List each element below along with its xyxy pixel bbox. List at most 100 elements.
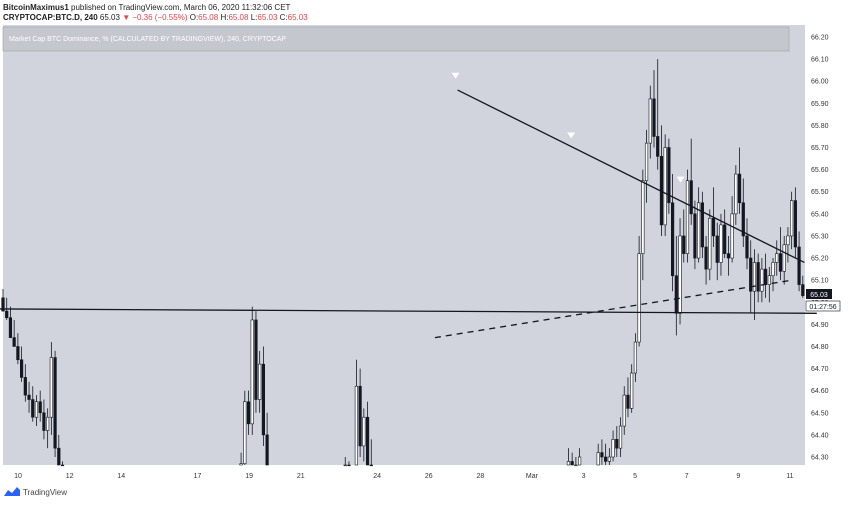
horizontal-support-line[interactable]: [0, 308, 817, 314]
time-tick-label: Mar: [526, 473, 539, 480]
candle: [797, 231, 801, 292]
price-tick-label: 64.40: [811, 432, 829, 439]
candle: [611, 430, 615, 462]
time-tick-label: 11: [786, 473, 793, 480]
rising-support-dashed-line[interactable]: [434, 279, 793, 339]
close-value: 65.03: [287, 13, 308, 22]
candle: [600, 439, 604, 465]
chart-title: Market Cap BTC Dominance, % (CALCULATED …: [9, 36, 286, 43]
candle: [790, 191, 794, 250]
candle: [648, 85, 652, 159]
countdown-tag: 01:27:56: [805, 300, 841, 312]
candle: [31, 386, 35, 422]
candle: [801, 275, 805, 298]
price-tick-label: 65.70: [811, 145, 829, 152]
price-tick-label: 66.10: [811, 57, 829, 64]
candle: [693, 200, 697, 270]
top-marker: [451, 72, 460, 79]
candle: [700, 191, 704, 259]
candle: [618, 417, 623, 457]
candle: [730, 196, 734, 263]
price-tick-label: 66.00: [811, 79, 829, 86]
publish-info: BitcoinMaximus1 published on TradingView…: [3, 3, 290, 12]
candle: [365, 401, 370, 466]
time-tick-label: 26: [425, 473, 433, 480]
time-tick-label: 21: [297, 473, 305, 480]
symbol-info: CRYPTOCAP:BTC.D, 240 65.03 ▼ −0.36 (−0.5…: [3, 13, 308, 22]
time-tick-label: 24: [373, 473, 381, 480]
candle: [53, 350, 57, 457]
candle: [737, 147, 742, 214]
candle: [362, 408, 366, 462]
open-label: O:: [189, 13, 199, 22]
candle: [775, 240, 779, 276]
candle: [726, 235, 730, 276]
candle: [577, 448, 582, 466]
candle: [656, 59, 660, 170]
candle: [607, 448, 611, 465]
candle: [756, 253, 760, 303]
price-axis-background[interactable]: [805, 25, 850, 465]
candle: [369, 439, 373, 467]
price-tick-label: 64.80: [811, 344, 829, 351]
time-tick-label: 3: [582, 473, 586, 480]
top-marker: [567, 132, 576, 139]
price-tick-label: 65.20: [811, 256, 829, 263]
candle: [749, 240, 753, 314]
candle: [704, 235, 708, 285]
candle: [604, 443, 608, 465]
high-label: H:: [220, 13, 229, 22]
candle: [786, 227, 790, 263]
tradingview-brand: TradingView: [23, 487, 68, 497]
candle: [16, 333, 20, 365]
candle: [741, 178, 745, 247]
price-tick-label: 65.90: [811, 101, 829, 108]
candle: [778, 227, 783, 281]
candle: [652, 70, 656, 148]
candle: [46, 408, 50, 449]
candle: [674, 235, 678, 336]
candle: [49, 342, 53, 435]
candle: [239, 452, 243, 466]
candle: [734, 165, 738, 225]
time-tick-label: 19: [245, 473, 253, 480]
price-tick-label: 64.30: [811, 455, 829, 462]
time-tick-label: 17: [194, 473, 202, 480]
open-value: 65.08: [198, 13, 219, 22]
candle: [258, 350, 262, 413]
tradingview-logo-icon: [4, 487, 20, 496]
candle: [354, 359, 359, 466]
candle: [34, 395, 39, 427]
candle: [23, 364, 27, 402]
symbol-name[interactable]: CRYPTOCAP:BTC.D, 240: [3, 13, 98, 22]
price-change: ▼ −0.36 (−0.55%): [122, 13, 188, 22]
price-tick-label: 65.50: [811, 189, 829, 196]
candle: [347, 461, 351, 467]
candle: [689, 138, 693, 225]
tradingview-logo[interactable]: TradingView: [4, 487, 67, 497]
candle: [715, 222, 719, 281]
candle: [1, 289, 5, 312]
price-tick-label: 65.30: [811, 233, 829, 240]
published-text: published on TradingView.com, March 06, …: [71, 3, 291, 12]
candle: [60, 461, 65, 467]
candle: [793, 187, 797, 259]
candle: [38, 390, 42, 422]
candle: [574, 457, 578, 467]
descending-resistance-line[interactable]: [457, 89, 805, 264]
candle: [782, 235, 786, 285]
candle: [708, 209, 712, 281]
close-label: C:: [279, 13, 288, 22]
candle: [663, 134, 667, 236]
candle: [622, 386, 626, 435]
author-name[interactable]: BitcoinMaximus1: [3, 3, 69, 12]
candle: [596, 443, 600, 466]
time-tick-label: 12: [66, 473, 74, 480]
candle: [633, 333, 637, 382]
price-tick-label: 64.90: [811, 322, 829, 329]
candle: [719, 213, 723, 276]
candle: [570, 452, 574, 466]
trendlines-layer: [0, 89, 817, 339]
candle: [760, 258, 764, 303]
